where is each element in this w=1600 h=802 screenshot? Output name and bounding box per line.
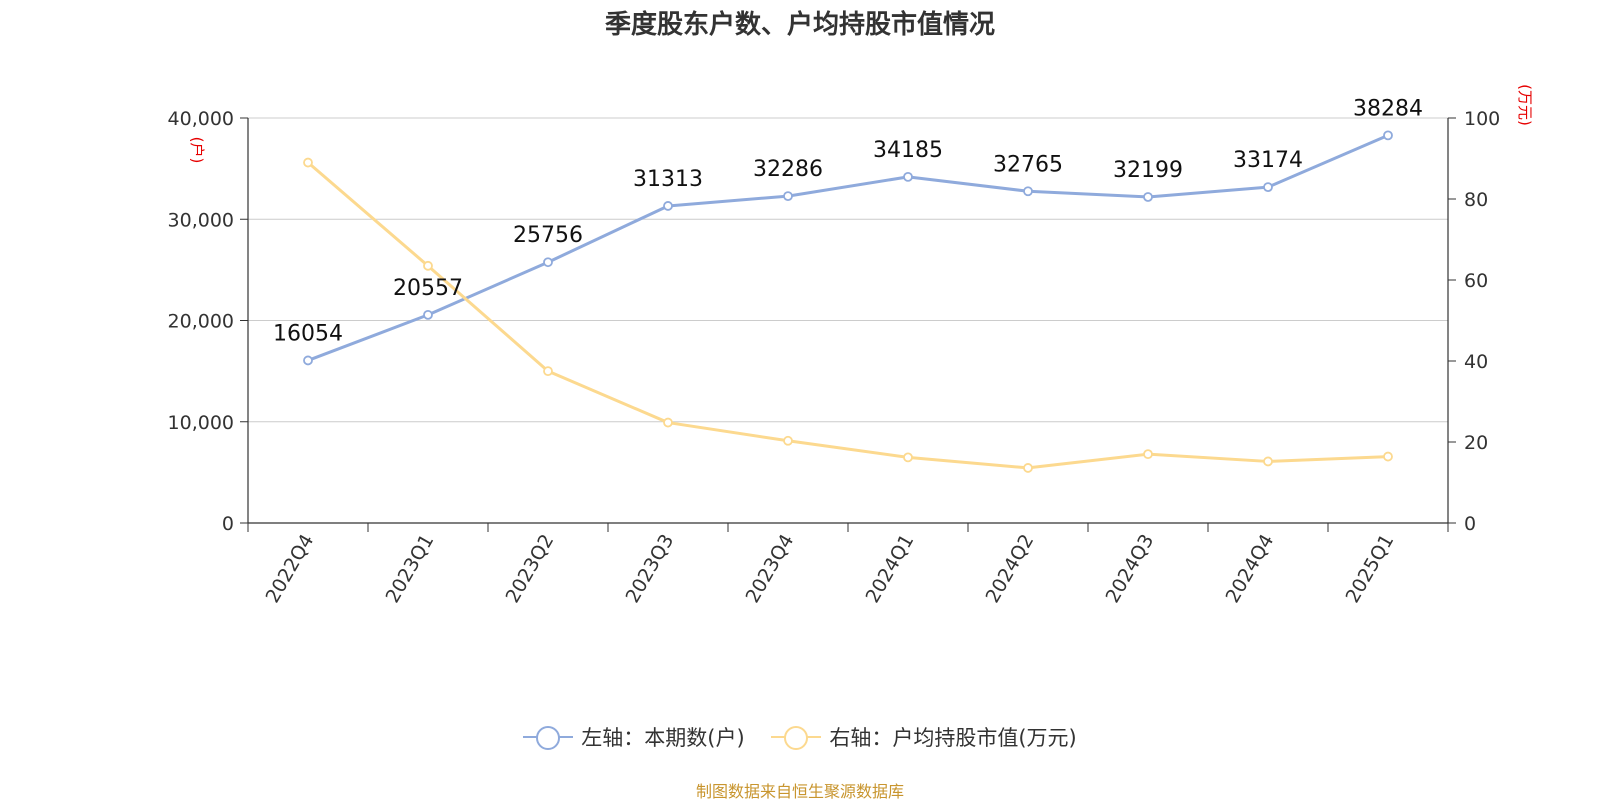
x-axis-tick-label: 2023Q3	[622, 531, 679, 607]
right-axis-unit: (万元)	[1516, 84, 1534, 126]
right-series-point	[1023, 463, 1033, 473]
right-series-point	[783, 435, 793, 446]
right-series-line	[307, 161, 1389, 470]
x-axis-tick-label: 2024Q3	[1102, 531, 1159, 607]
source-note: 制图数据来自恒生聚源数据库	[695, 782, 904, 801]
legend-item-left-series[interactable]: 左轴：本期数(户)	[523, 722, 745, 752]
left-series-point	[303, 355, 313, 366]
x-axis-tick-label: 2024Q1	[862, 531, 919, 607]
left-axis-tick-label: 20,000	[168, 311, 234, 333]
data-label: 34185	[873, 138, 943, 163]
right-axis-tick-label: 60	[1464, 270, 1488, 292]
left-axis-tick-label: 30,000	[168, 209, 234, 231]
right-series-point	[543, 366, 553, 377]
right-series-point	[1143, 449, 1153, 460]
x-axis-tick-label: 2023Q2	[502, 531, 559, 607]
right-series-point	[1263, 456, 1273, 467]
x-axis-tick-label: 2022Q4	[262, 531, 319, 607]
x-axis-tick-label: 2025Q1	[1342, 531, 1399, 607]
legend-label: 左轴：本期数(户)	[581, 726, 745, 750]
left-series-point	[1383, 130, 1393, 141]
legend-circle-icon	[523, 726, 574, 750]
data-label: 33174	[1233, 148, 1303, 173]
x-axis-tick-label: 2024Q2	[982, 531, 1039, 607]
data-label: 32765	[993, 152, 1063, 177]
left-series-point	[903, 171, 913, 182]
x-axis-tick-label: 2023Q4	[742, 531, 799, 607]
left-axis-tick-label: 10,000	[168, 412, 234, 434]
legend-label: 右轴：户均持股市值(万元)	[829, 726, 1077, 750]
data-labels: 16054 20557 25756 31313 32286 34185 32765 32199…	[273, 96, 1423, 346]
axes: 0 10,000 20,000 30,000 40,000 0 20 40 60 80 100 (户)…	[168, 84, 1534, 607]
legend-circle-icon	[771, 726, 822, 750]
right-axis-tick-label: 0	[1464, 513, 1476, 535]
right-axis-tick-label: 80	[1464, 189, 1488, 211]
left-series-line	[307, 133, 1389, 362]
left-series-point	[1023, 186, 1033, 197]
data-label: 38284	[1353, 96, 1423, 121]
data-label: 25756	[513, 223, 583, 248]
right-series-point	[663, 417, 673, 428]
data-label: 31313	[633, 167, 703, 192]
legend-item-right-series[interactable]: 右轴：户均持股市值(万元)	[771, 722, 1077, 752]
legend: 左轴：本期数(户) 右轴：户均持股市值(万元)	[0, 722, 1600, 753]
x-axis-tick-label: 2023Q1	[382, 531, 439, 607]
left-series-point	[1263, 182, 1273, 193]
series-lines	[303, 130, 1393, 473]
right-axis-tick-label: 100	[1464, 108, 1500, 130]
left-axis-tick-label: 40,000	[168, 108, 234, 130]
data-label: 32199	[1113, 158, 1183, 183]
right-series-point	[903, 452, 913, 463]
left-axis-unit: (户)	[188, 137, 206, 164]
left-series-point	[1143, 192, 1153, 202]
left-series-point	[663, 201, 673, 211]
data-label: 16054	[273, 321, 343, 346]
right-axis-tick-label: 40	[1464, 351, 1488, 373]
left-axis-tick-label: 0	[222, 513, 234, 535]
x-axis-tick-label: 2024Q4	[1222, 531, 1279, 607]
chart-title: 季度股东户数、户均持股市值情况	[604, 10, 995, 40]
data-label: 32286	[753, 157, 823, 182]
right-series-point	[1383, 451, 1393, 462]
grid-lines	[248, 117, 1448, 423]
right-series-point	[423, 260, 433, 271]
data-label: 20557	[393, 276, 463, 301]
left-series-point	[423, 309, 433, 320]
left-series-point	[783, 191, 793, 202]
right-series-point	[303, 157, 313, 168]
right-axis-tick-label: 20	[1464, 432, 1488, 454]
left-series-point	[543, 257, 553, 268]
